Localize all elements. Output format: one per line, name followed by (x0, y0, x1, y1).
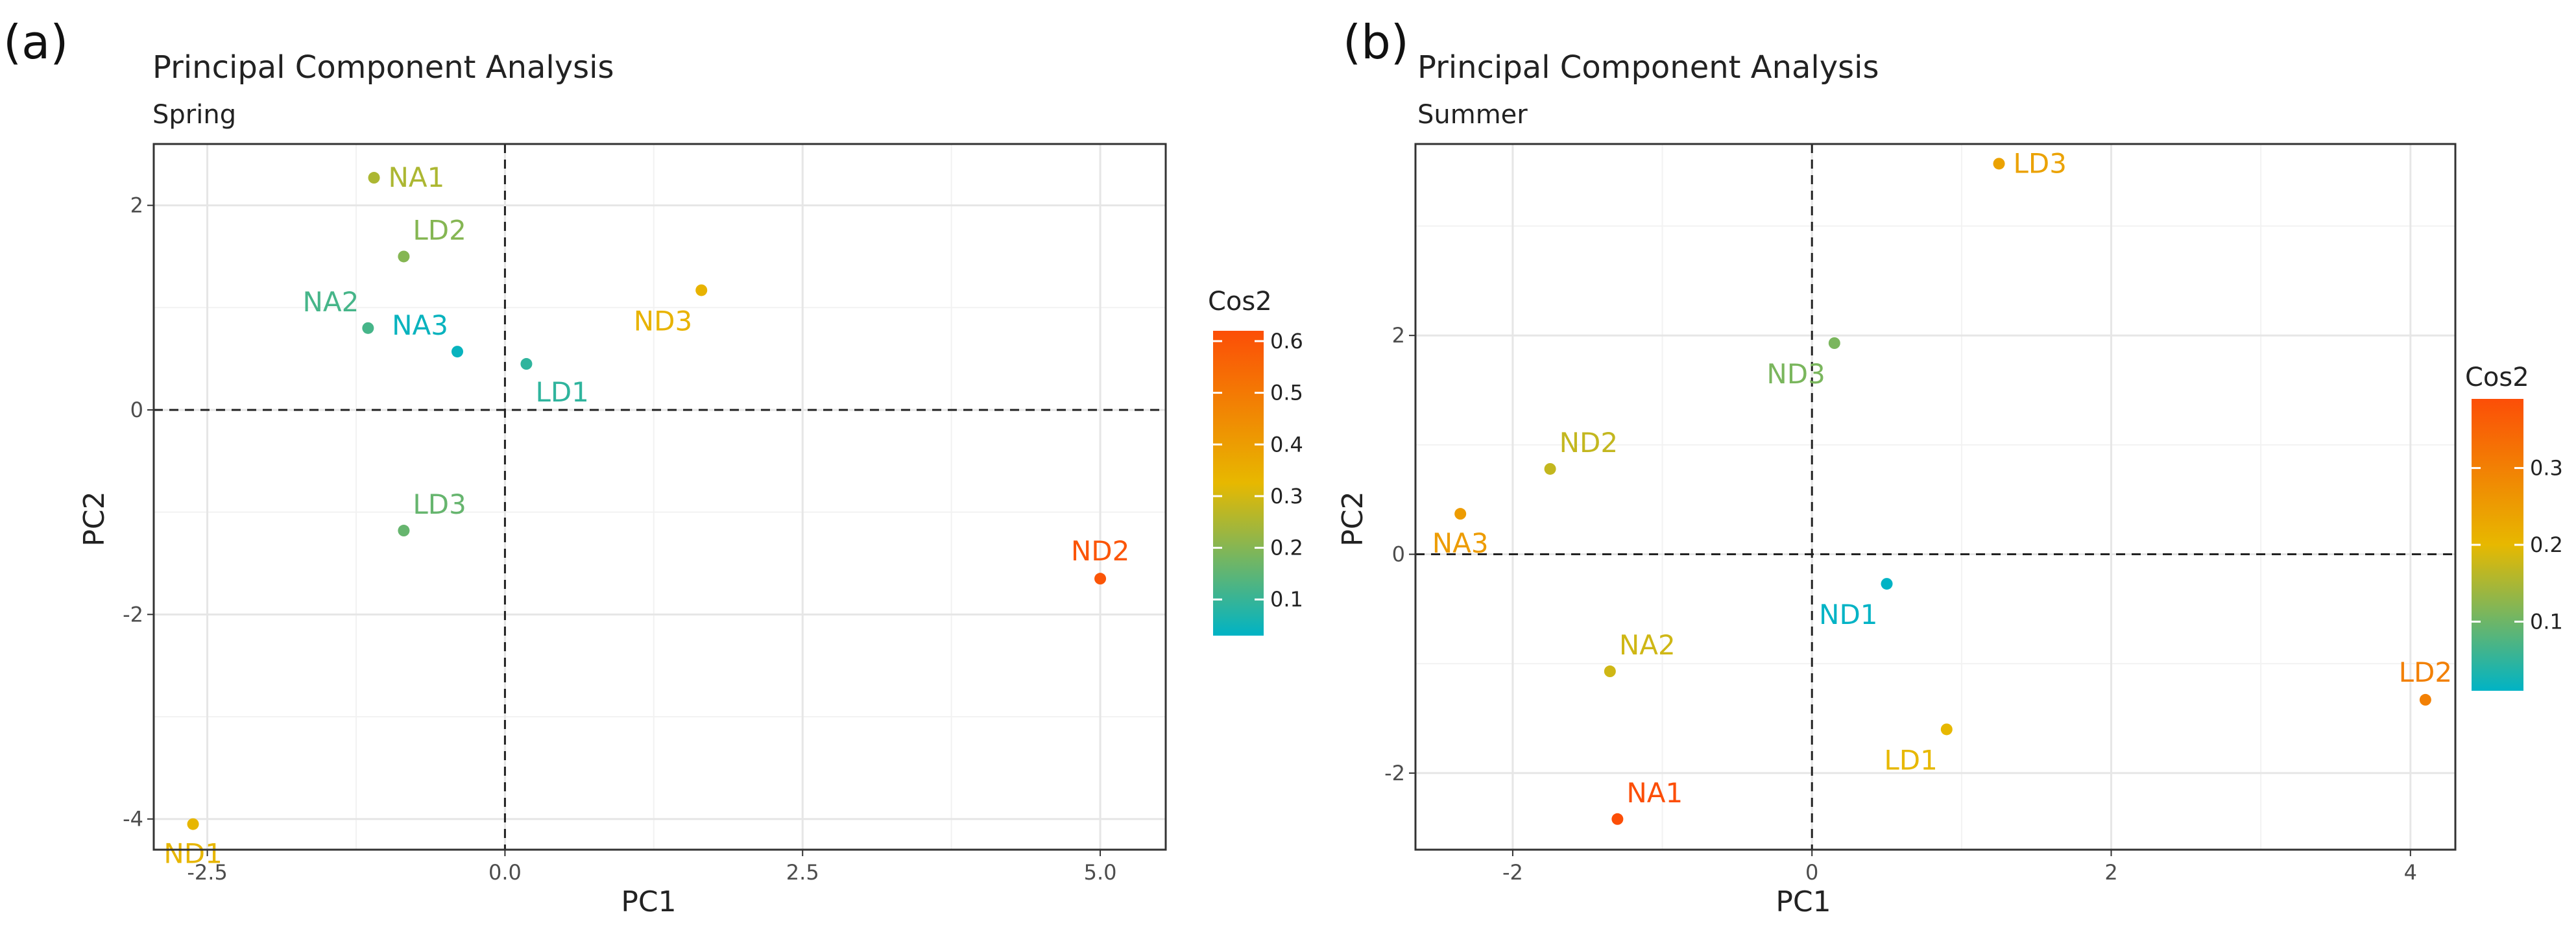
point-na2 (362, 322, 374, 334)
point-ld1 (1940, 723, 1953, 736)
point-label-ld1: LD1 (535, 376, 588, 408)
panel-label-b: (b) (1343, 15, 1409, 69)
colorbar-tick-label: 0.3 (1270, 484, 1303, 509)
y-axis-title-spring: PC2 (78, 491, 111, 546)
y-tick-label: 2 (1392, 323, 1405, 348)
legend-title-spring: Cos2 (1208, 287, 1272, 317)
point-label-ld2: LD2 (2399, 656, 2452, 688)
point-label-na1: NA1 (1626, 777, 1683, 809)
y-tick-label: -4 (123, 807, 143, 832)
x-axis-title-summer: PC1 (1776, 885, 1831, 918)
colorbar-tick-label: 0.3 (2530, 456, 2563, 481)
point-label-nd2: ND2 (1071, 535, 1129, 567)
point-label-nd3: ND3 (634, 305, 692, 337)
point-label-ld2: LD2 (413, 214, 466, 246)
point-ld2 (398, 250, 410, 263)
point-nd3 (695, 284, 708, 296)
x-axis-title-spring: PC1 (621, 885, 676, 918)
colorbar-ticks-summer: 0.1 0.2 0.3 (2472, 456, 2563, 634)
panel-spring: (a) Principal Component Analysis Spring … (3, 15, 1303, 918)
point-nd1 (187, 818, 199, 830)
x-tick-label: 0 (1805, 860, 1818, 885)
x-tick-label: -2 (1502, 860, 1523, 885)
y-tick-label: 0 (130, 398, 143, 422)
colorbar-tick-label: 0.5 (1270, 381, 1303, 405)
legend-spring: Cos2 0.1 0.2 0.3 0.4 0.5 0.6 (1208, 287, 1303, 636)
chart-subtitle-spring: Spring (152, 100, 236, 130)
point-na1 (1611, 813, 1624, 825)
plot-area-spring: -2.5 0.0 2.5 5.0 -4 -2 0 2 NA1 LD2 NA2 NA3 LD1 ND3 LD3… (123, 143, 1167, 885)
x-tick-label: 4 (2404, 860, 2417, 885)
point-label-nd3: ND3 (1766, 358, 1825, 390)
x-tick-label: 2.5 (786, 860, 819, 885)
point-na3 (1454, 508, 1467, 520)
colorbar-ticks-spring: 0.1 0.2 0.3 0.4 0.5 0.6 (1213, 329, 1303, 612)
chart-title-spring: Principal Component Analysis (152, 49, 614, 86)
y-tick-label: 2 (130, 193, 143, 218)
point-na3 (451, 346, 463, 358)
point-label-ld3: LD3 (413, 488, 466, 520)
point-label-nd1: ND1 (1819, 599, 1877, 630)
point-label-na3: NA3 (1432, 527, 1489, 559)
y-tick-label: 0 (1392, 542, 1405, 567)
panel-label-a: (a) (3, 15, 68, 69)
plot-background-spring (154, 144, 1166, 850)
plot-border-spring (152, 143, 1167, 851)
x-tick-label: 2 (2104, 860, 2117, 885)
point-label-nd1: ND1 (163, 838, 222, 870)
y-axis-title-summer: PC2 (1336, 491, 1369, 546)
plot-area-summer: -2 0 2 4 -2 0 2 LD3 ND3 ND2 NA3 ND1 NA2 LD1 LD2 NA1 (1384, 143, 2457, 885)
y-tick-label: -2 (123, 602, 143, 627)
point-nd1 (1881, 578, 1893, 590)
point-label-na2: NA2 (1619, 629, 1676, 661)
point-label-ld3: LD3 (2014, 147, 2067, 179)
chart-title-summer: Principal Component Analysis (1417, 49, 1879, 86)
point-label-na3: NA3 (392, 309, 448, 341)
point-ld3 (398, 525, 410, 537)
y-tick-label: -2 (1384, 761, 1405, 785)
legend-title-summer: Cos2 (2465, 363, 2529, 392)
x-tick-label: 5.0 (1084, 860, 1117, 885)
colorbar-spring (1213, 331, 1264, 636)
colorbar-tick-label: 0.2 (2530, 533, 2563, 557)
point-nd2 (1094, 573, 1107, 585)
colorbar-tick-label: 0.1 (1270, 587, 1303, 612)
plot-background-summer (1415, 144, 2455, 850)
panel-summer: (b) Principal Component Analysis Summer … (1336, 15, 2563, 918)
legend-summer: Cos2 0.1 0.2 0.3 (2465, 363, 2563, 691)
point-ld1 (520, 358, 533, 370)
point-label-ld1: LD1 (1884, 744, 1937, 776)
colorbar-tick-label: 0.6 (1270, 329, 1303, 353)
point-label-na1: NA1 (389, 162, 445, 193)
point-na2 (1604, 665, 1616, 678)
point-label-na2: NA2 (302, 286, 359, 318)
plot-border-summer (1414, 143, 2457, 851)
colorbar-tick-label: 0.1 (2530, 609, 2563, 634)
x-tick-label: -2.5 (187, 860, 227, 885)
point-nd3 (1828, 337, 1840, 350)
colorbar-tick-label: 0.2 (1270, 536, 1303, 560)
colorbar-tick-label: 0.4 (1270, 432, 1303, 457)
point-ld2 (2419, 693, 2431, 706)
point-label-nd2: ND2 (1559, 427, 1618, 459)
point-ld3 (1993, 158, 2005, 170)
chart-subtitle-summer: Summer (1417, 100, 1528, 130)
point-na1 (368, 172, 380, 184)
point-nd2 (1544, 462, 1556, 475)
x-tick-label: 0.0 (488, 860, 522, 885)
